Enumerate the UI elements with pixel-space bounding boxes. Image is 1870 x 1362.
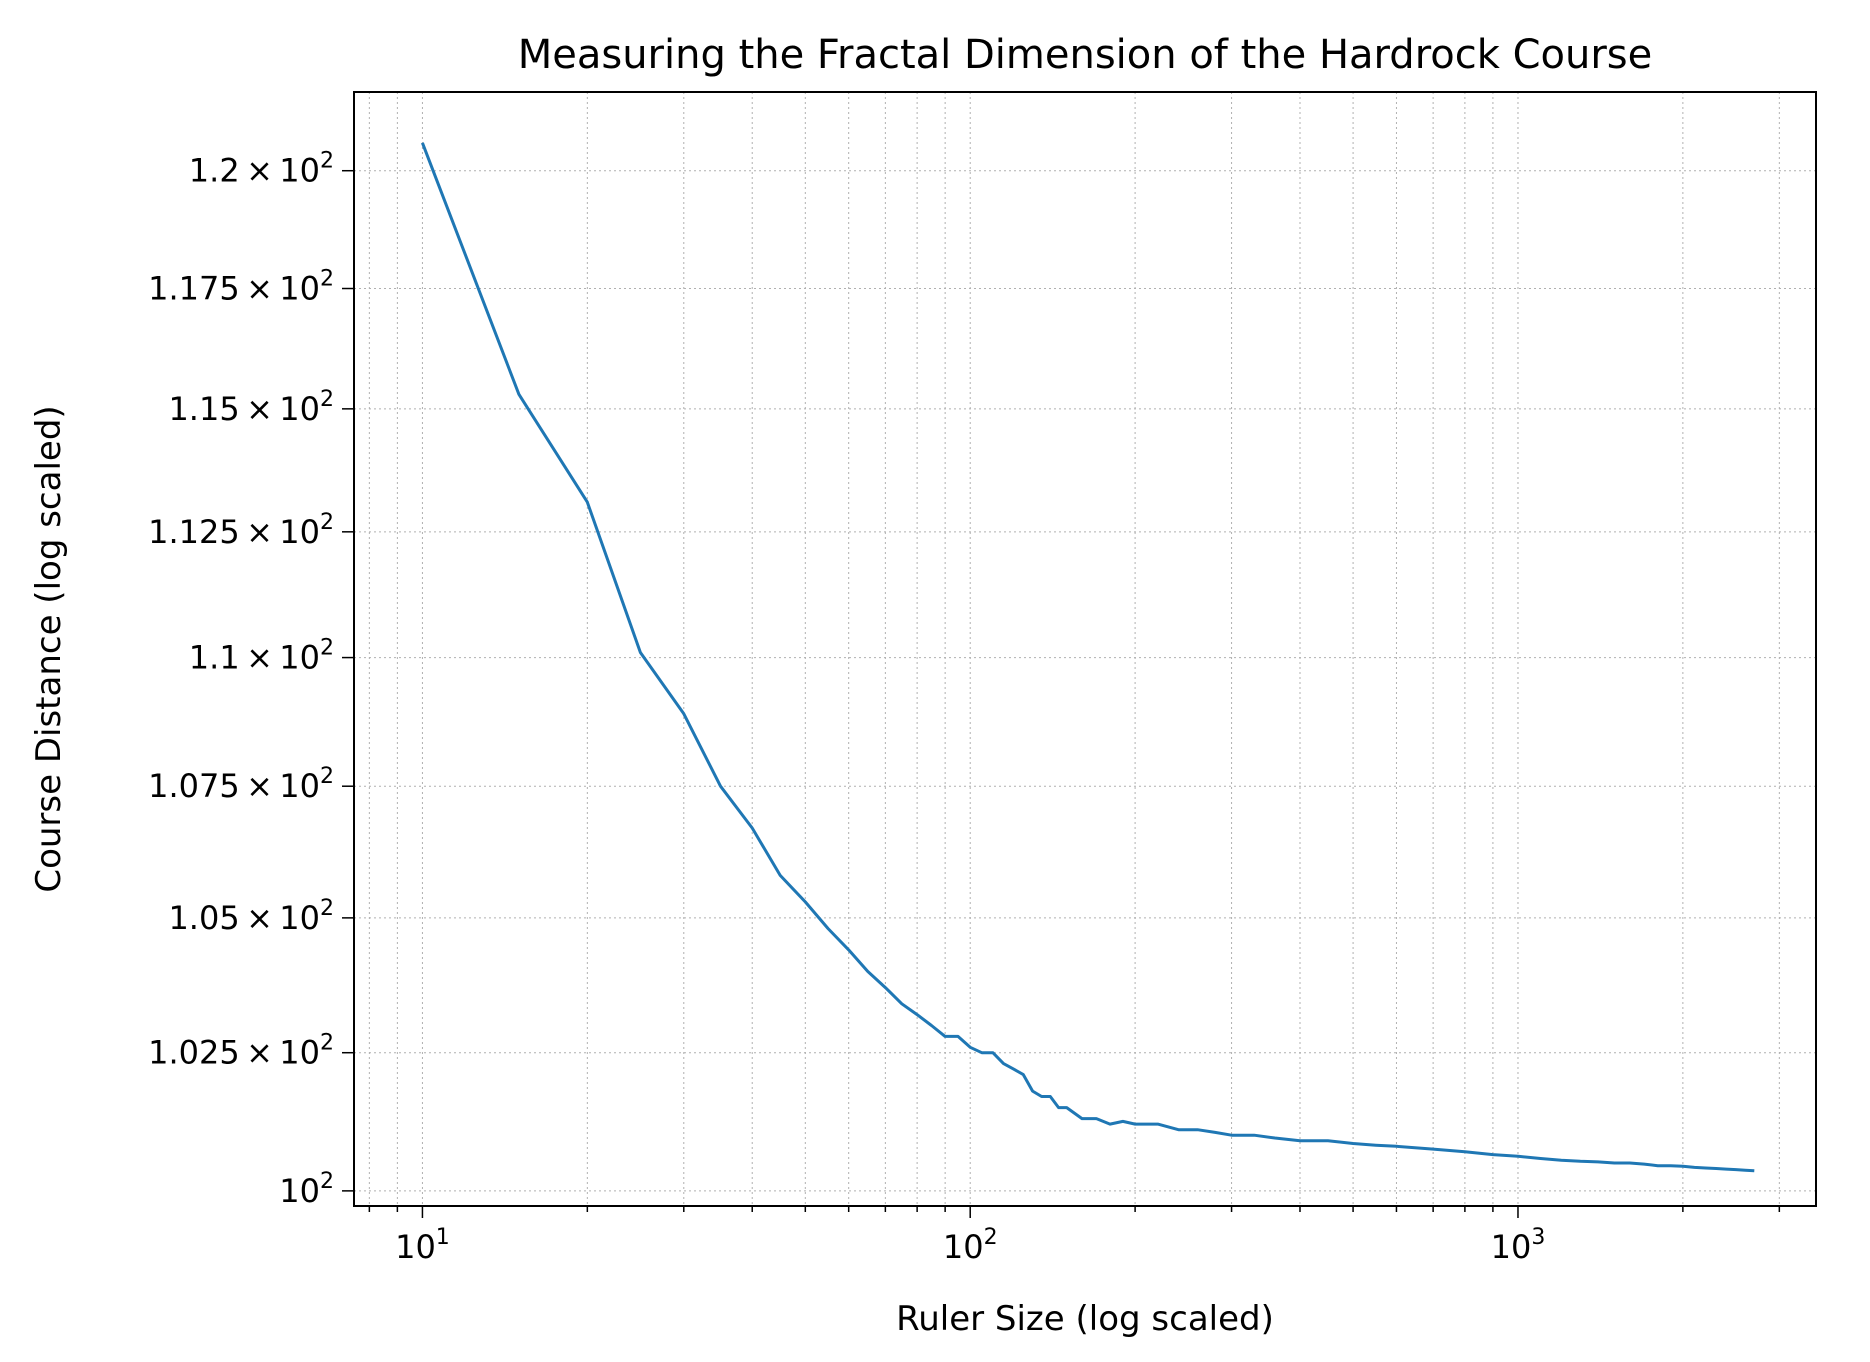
y-tick-label: 1.075 × 102 bbox=[148, 764, 334, 805]
y-axis-label: Course Distance (log scaled) bbox=[29, 405, 69, 892]
x-tick-label: 103 bbox=[1491, 1225, 1546, 1266]
y-tick-label: 1.025 × 102 bbox=[148, 1031, 334, 1072]
x-tick-label: 102 bbox=[943, 1225, 998, 1266]
plot-frame bbox=[353, 91, 1817, 1207]
ticks: 102 1.025 × 102 1.05 × 102 1.075 × 102 1.1 ×… bbox=[148, 149, 1781, 1266]
y-tick-label: 1.2 × 102 bbox=[189, 149, 334, 190]
chart-title: Measuring the Fractal Dimension of the H… bbox=[518, 32, 1653, 78]
y-tick-label: 102 bbox=[279, 1169, 334, 1210]
y-tick-label: 1.125 × 102 bbox=[148, 510, 334, 551]
x-axis-label: Ruler Size (log scaled) bbox=[896, 1299, 1274, 1339]
y-tick-label: 1.175 × 102 bbox=[148, 267, 334, 308]
grid bbox=[354, 92, 1816, 1206]
x-tick-label: 101 bbox=[395, 1225, 450, 1266]
y-tick-label: 1.05 × 102 bbox=[168, 896, 334, 937]
y-tick-label: 1.15 × 102 bbox=[168, 387, 334, 428]
y-tick-label: 1.1 × 102 bbox=[189, 636, 334, 677]
series-line bbox=[420, 142, 1755, 1173]
